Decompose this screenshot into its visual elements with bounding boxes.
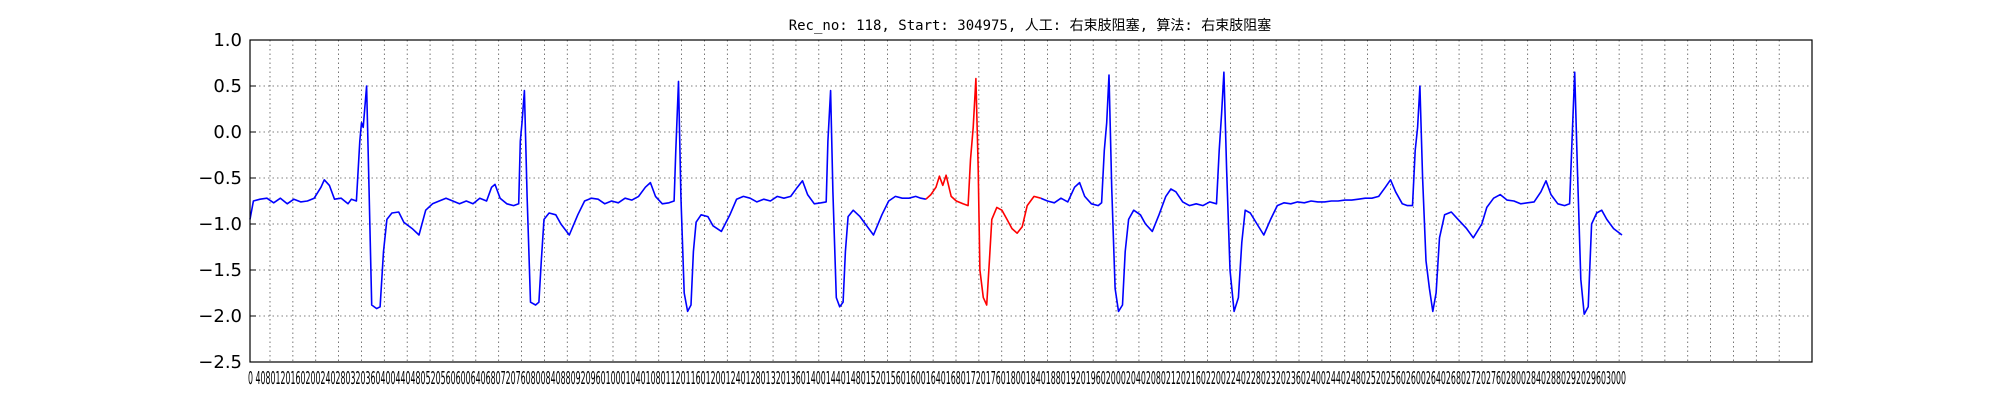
- y-tick-label-6: −2.0: [198, 306, 242, 327]
- ecg-series-0-segment-0: [249, 80, 927, 313]
- y-tick-label-0: 1.0: [213, 30, 242, 51]
- y-tick-label-4: −1.0: [198, 214, 242, 235]
- y-axis: 1.0 0.5 0.0 −0.5 −1.0 −1.5 −2.0 −2.5: [198, 30, 256, 373]
- series-layer: [249, 71, 1623, 316]
- y-tick-label-7: −2.5: [198, 352, 242, 373]
- y-tick-label-3: −0.5: [198, 168, 242, 189]
- chart-title: Rec_no: 118, Start: 304975, 人工: 右束肢阻塞, 算…: [789, 17, 1272, 34]
- x-tick-labels: 0 40801201602002402803203604004404805205…: [248, 368, 1626, 389]
- ecg-series-1-segment-0: [925, 77, 1042, 306]
- y-tick-label-1: 0.5: [213, 76, 242, 97]
- y-tick-label-2: 0.0: [213, 122, 242, 143]
- y-tick-label-5: −1.5: [198, 260, 242, 281]
- ecg-series-2-segment-0: [1040, 71, 1623, 316]
- plot-frame: [249, 39, 1813, 363]
- x-axis: 0 40801201602002402803203604004404805205…: [248, 368, 1626, 389]
